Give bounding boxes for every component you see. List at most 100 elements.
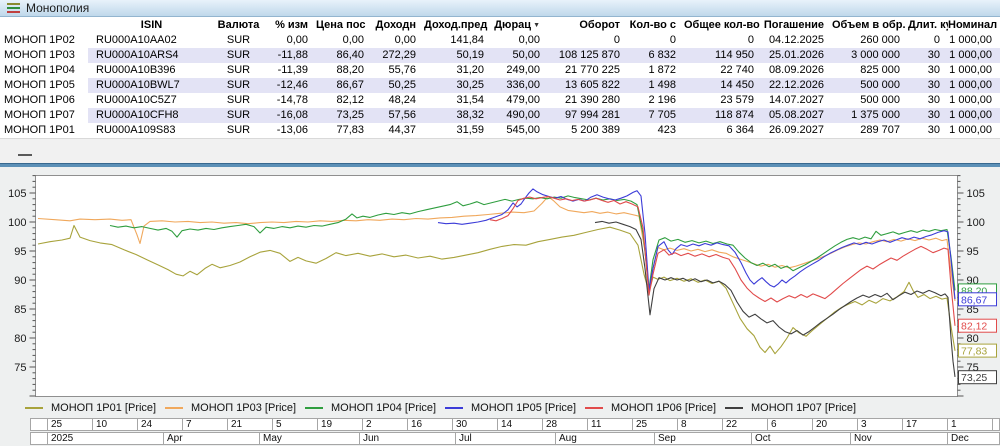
cell-name[interactable]: МОНОП 1Р06 [4,94,75,106]
cell-total-qty[interactable]: 14 450 [684,78,762,93]
cell-maturity[interactable]: 14.07.2027 [768,94,824,106]
cell-yield-prev[interactable]: 38,32 [424,108,492,123]
cell-yield[interactable]: 44,37 [388,124,416,136]
cell-trades-count[interactable]: 1 872 [648,64,676,76]
column-header-trades-count[interactable]: Кол-во с [629,19,676,31]
cell-pct-change[interactable]: 0,00 [286,34,308,46]
column-header-name[interactable] [0,17,88,33]
cell-last-price[interactable]: 86,67 [316,78,372,93]
column-header-pct-change[interactable]: % изм [275,19,308,31]
cell-currency[interactable]: SUR [226,34,251,46]
cell-volume[interactable]: 1 375 000 [832,108,908,123]
cell-volume[interactable]: 500 000 [860,94,900,106]
cell-yield-prev[interactable]: 31,59 [456,124,484,136]
cell-nominal[interactable]: 1 000,00 [949,64,992,76]
cell-duration[interactable]: 479,00 [506,94,540,106]
cell-turnover[interactable]: 108 125 870 [548,48,628,63]
table-row[interactable]: МОНОП 1Р01 RU000A109S83 SUR -13,06 77,83 44,3… [0,123,1000,138]
cell-coupon-length[interactable]: 30 [908,48,948,63]
column-header-isin[interactable]: ISIN [140,19,163,31]
cell-maturity[interactable]: 04.12.2025 [768,34,824,46]
cell-nominal[interactable]: 1 000,00 [949,94,992,106]
cell-name[interactable]: МОНОП 1Р03 [0,48,88,63]
table-row[interactable]: МОНОП 1Р02 RU000A10AA02 SUR 0,00 0,00 0,00 141… [0,33,1000,48]
cell-volume[interactable]: 260 000 [860,34,900,46]
cell-name[interactable]: МОНОП 1Р01 [4,124,75,136]
cell-pct-change[interactable]: -11,88 [262,48,316,63]
cell-volume[interactable]: 500 000 [832,78,908,93]
cell-isin[interactable]: RU000A10AA02 [96,34,177,46]
cell-duration[interactable]: 545,00 [506,124,540,136]
plot-area[interactable] [35,175,958,397]
cell-last-price[interactable]: 73,25 [316,108,372,123]
column-header-currency[interactable]: Валюта [217,19,260,31]
cell-yield-prev[interactable]: 50,19 [424,48,492,63]
cell-turnover[interactable]: 13 605 822 [548,78,628,93]
column-header-duration[interactable]: Дюрац ▼ [494,19,540,31]
cell-yield[interactable]: 272,29 [372,48,424,63]
cell-last-price[interactable]: 0,00 [342,34,364,46]
cell-turnover[interactable]: 21 390 280 [564,94,620,106]
table-row[interactable]: МОНОП 1Р05 RU000A10BWL7 SUR -12,46 86,67 50,2… [0,78,1000,93]
column-header-volume[interactable]: Объем в обр. [832,19,906,31]
cell-yield[interactable]: 50,25 [372,78,424,93]
cell-yield-prev[interactable]: 31,20 [456,64,484,76]
splitter-handle[interactable] [18,154,32,156]
cell-total-qty[interactable]: 118 874 [684,108,762,123]
cell-last-price[interactable]: 88,20 [336,64,364,76]
cell-maturity[interactable]: 25.01.2026 [762,48,832,63]
column-header-maturity[interactable]: Погашение [763,19,824,31]
cell-duration[interactable]: 249,00 [506,64,540,76]
table-row[interactable]: МОНОП 1Р06 RU000A10C5Z7 SUR -14,78 82,12 48,2… [0,93,1000,108]
cell-nominal[interactable]: 1 000,00 [948,48,1000,63]
cell-duration[interactable]: 336,00 [492,78,548,93]
cell-trades-count[interactable]: 6 832 [628,48,684,63]
cell-last-price[interactable]: 77,83 [336,124,364,136]
cell-pct-change[interactable]: -13,06 [276,124,308,136]
cell-turnover[interactable]: 5 200 389 [571,124,620,136]
table-row[interactable]: МОНОП 1Р03 RU000A10ARS4 SUR -11,88 86,40 272,… [0,48,1000,63]
cell-coupon-length[interactable]: 0 [933,34,940,46]
cell-volume[interactable]: 825 000 [860,64,900,76]
cell-volume[interactable]: 3 000 000 [832,48,908,63]
cell-pct-change[interactable]: -16,08 [262,108,316,123]
cell-isin[interactable]: RU000A10C5Z7 [96,94,177,106]
cell-pct-change[interactable]: -11,39 [277,64,308,76]
cell-isin[interactable]: RU000A109S83 [96,124,176,136]
window-titlebar[interactable]: Монополия [0,0,1000,17]
cell-total-qty[interactable]: 22 740 [720,64,754,76]
cell-coupon-length[interactable]: 30 [927,124,940,136]
cell-trades-count[interactable]: 1 498 [628,78,684,93]
cell-currency[interactable]: SUR [226,94,251,106]
cell-nominal[interactable]: 1 000,00 [948,108,1000,123]
cell-duration[interactable]: 0,00 [518,34,540,46]
cell-coupon-length[interactable]: 30 [908,108,948,123]
cell-trades-count[interactable]: 2 196 [648,94,676,106]
column-header-yield[interactable]: Доходн [375,19,416,31]
column-header-nominal[interactable]: Номинал [948,19,998,31]
cell-nominal[interactable]: 1 000,00 [949,34,992,46]
cell-trades-count[interactable]: 7 705 [628,108,684,123]
cell-maturity[interactable]: 08.09.2026 [768,64,824,76]
cell-yield[interactable]: 57,56 [372,108,424,123]
cell-turnover[interactable]: 21 770 225 [564,64,620,76]
cell-coupon-length[interactable]: 30 [908,78,948,93]
cell-isin[interactable]: RU000A10BWL7 [88,78,215,93]
column-header-yield-prev[interactable]: Доход.пред [424,19,488,31]
cell-name[interactable]: МОНОП 1Р02 [4,34,75,46]
cell-trades-count[interactable]: 423 [657,124,676,136]
column-header-last-price[interactable]: Цена пос [316,19,366,31]
cell-currency[interactable]: SUR [226,124,251,136]
cell-total-qty[interactable]: 23 579 [720,94,754,106]
cell-yield-prev[interactable]: 141,84 [450,34,484,46]
column-header-total-qty[interactable]: Общее кол-во [684,19,760,31]
cell-coupon-length[interactable]: 30 [927,64,940,76]
cell-last-price[interactable]: 86,40 [316,48,372,63]
cell-turnover[interactable]: 0 [613,34,620,46]
window-splitter[interactable] [0,163,1000,167]
cell-coupon-length[interactable]: 30 [927,94,940,106]
column-header-coupon-length[interactable]: Длит. куп [908,19,948,31]
cell-maturity[interactable]: 05.08.2027 [762,108,832,123]
cell-yield[interactable]: 0,00 [394,34,416,46]
